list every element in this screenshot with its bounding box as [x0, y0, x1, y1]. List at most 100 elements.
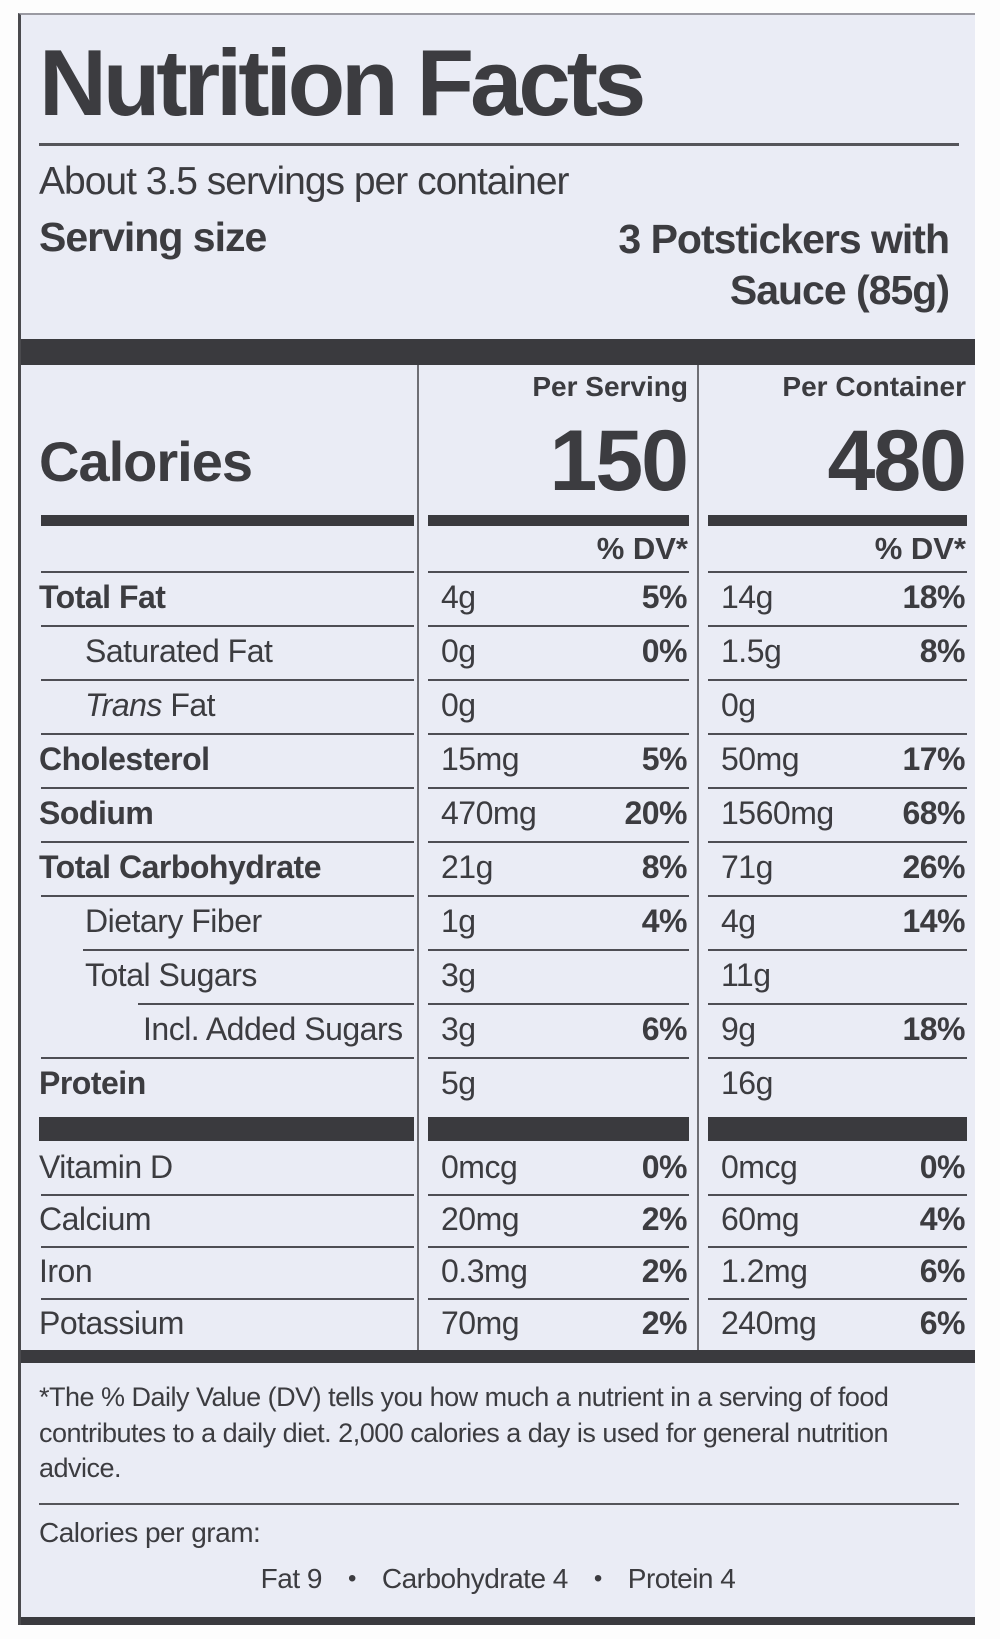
container-dv: 18% [902, 579, 965, 616]
bullet-separator: • [593, 1565, 602, 1593]
container-dv: 4% [919, 1201, 966, 1238]
servings-per-container: About 3.5 servings per container [39, 160, 570, 204]
serving-amount: 0mcg [441, 1149, 518, 1186]
serving-amount: 15mg [441, 741, 520, 778]
container-dv: 6% [919, 1305, 966, 1342]
container-amount: 1560mg [721, 795, 834, 832]
container-amount: 0mcg [721, 1149, 798, 1186]
serving-amount: 20mg [441, 1201, 520, 1238]
serving-size-row: Serving size 3 Potstickers with Sauce (8… [39, 214, 950, 317]
container-dv: 6% [919, 1253, 966, 1290]
nutrient-row: Total Fat 4g 5% 14g 18% [21, 570, 975, 625]
nutrition-facts-label: Nutrition Facts About 3.5 servings per c… [18, 13, 975, 1625]
container-amount: 16g [721, 1065, 773, 1102]
serving-amount: 0g [441, 633, 476, 670]
nutrient-row: Potassium 70mg 2% 240mg 6% [21, 1297, 975, 1350]
cpg-fat: Fat 9 [260, 1563, 323, 1595]
container-amount: 240mg [721, 1305, 817, 1342]
serving-size-value: 3 Potstickers with Sauce (85g) [618, 214, 950, 317]
serving-dv: 5% [641, 579, 688, 616]
container-amount: 60mg [721, 1201, 800, 1238]
per-container-header: Per Container [697, 364, 975, 409]
serving-dv: 2% [641, 1253, 688, 1290]
nutrient-name: Total Sugars [21, 948, 417, 1003]
serving-amount: 1g [441, 903, 476, 940]
cpg-protein: Protein 4 [627, 1563, 736, 1595]
nutrient-name: Incl. Added Sugars [21, 1002, 417, 1057]
serving-amount: 3g [441, 957, 476, 994]
serving-amount: 70mg [441, 1305, 520, 1342]
serving-amount: 0g [441, 687, 476, 724]
dv-header-serving: % DV* [417, 514, 697, 571]
container-amount: 71g [721, 849, 773, 886]
serving-amount: 5g [441, 1065, 476, 1102]
separator-bar-left [21, 1111, 417, 1142]
serving-dv: 20% [624, 795, 687, 832]
serving-size-label: Serving size [39, 214, 267, 261]
nutrient-name: Sodium [21, 786, 417, 841]
container-dv: 26% [902, 849, 965, 886]
nutrient-row: Vitamin D 0mcg 0% 0mcg 0% [21, 1141, 975, 1194]
nutrient-row: Trans Fat 0g 0g [21, 678, 975, 733]
calories-per-gram-label: Calories per gram: [39, 1517, 261, 1549]
container-dv: 0% [919, 1149, 966, 1186]
dv-header-spacer [21, 514, 417, 571]
cpg-carbohydrate: Carbohydrate 4 [381, 1563, 569, 1595]
serving-dv: 5% [641, 741, 688, 778]
nutrition-table: Per Serving Per Container Calories 150 4… [21, 364, 975, 1350]
column-header-spacer [21, 365, 417, 409]
serving-dv: 4% [641, 903, 688, 940]
nutrient-row: Sodium 470mg 20% 1560mg 68% [21, 786, 975, 841]
nutrient-row: Calcium 20mg 2% 60mg 4% [21, 1193, 975, 1246]
dv-header-container-text: % DV* [874, 530, 966, 566]
serving-amount: 21g [441, 849, 493, 886]
per-serving-header: Per Serving [417, 364, 697, 409]
footnote-separator-bar [21, 1349, 975, 1363]
serving-amount: 0.3mg [441, 1253, 528, 1290]
calories-row: Calories 150 480 [21, 408, 975, 515]
calories-underbar [708, 514, 967, 526]
section-separator-row [21, 1110, 975, 1142]
container-amount: 1.5g [721, 633, 782, 670]
calories-per-gram-values: Fat 9 • Carbohydrate 4 • Protein 4 [21, 1563, 975, 1595]
nutrient-row: Iron 0.3mg 2% 1.2mg 6% [21, 1245, 975, 1298]
container-amount: 9g [721, 1011, 756, 1048]
nutrient-name: Trans Fat [21, 678, 417, 733]
calories-underbar [428, 514, 689, 526]
label-bottom-bar [21, 1617, 975, 1625]
separator-bar-middle [417, 1110, 697, 1142]
container-dv: 17% [902, 741, 965, 778]
serving-dv: 8% [641, 849, 688, 886]
nutrient-row: Protein 5g 16g [21, 1056, 975, 1111]
calories-underbar [41, 514, 414, 526]
daily-value-footnote: *The % Daily Value (DV) tells you how mu… [39, 1381, 889, 1484]
container-amount: 4g [721, 903, 756, 940]
dv-header-container: % DV* [697, 514, 975, 571]
nutrient-name: Cholesterol [21, 732, 417, 787]
serving-dv: 2% [641, 1305, 688, 1342]
container-amount: 50mg [721, 741, 800, 778]
nutrient-name: Calcium [21, 1193, 417, 1246]
container-dv: 68% [902, 795, 965, 832]
container-amount: 1.2mg [721, 1253, 808, 1290]
nutrient-name: Protein [21, 1056, 417, 1111]
column-header-row: Per Serving Per Container [21, 364, 975, 409]
calories-per-serving: 150 [417, 408, 697, 515]
serving-dv: 6% [641, 1011, 688, 1048]
footnote-divider [39, 1503, 959, 1506]
container-dv: 8% [919, 633, 966, 670]
container-dv: 14% [902, 903, 965, 940]
nutrient-row: Total Carbohydrate 21g 8% 71g 26% [21, 840, 975, 895]
serving-size-value-line2: Sauce (85g) [729, 267, 950, 314]
title-divider [39, 143, 959, 147]
nutrient-name: Vitamin D [39, 1149, 173, 1186]
container-amount: 0g [721, 687, 756, 724]
nutrient-row: Dietary Fiber 1g 4% 4g 14% [21, 894, 975, 949]
serving-amount: 470mg [441, 795, 537, 832]
nutrient-row: Total Sugars 3g 11g [21, 948, 975, 1003]
label-title: Nutrition Facts [39, 30, 646, 135]
nutrient-name: Saturated Fat [21, 624, 417, 679]
serving-amount: 3g [441, 1011, 476, 1048]
nutrient-name: Dietary Fiber [21, 894, 417, 949]
